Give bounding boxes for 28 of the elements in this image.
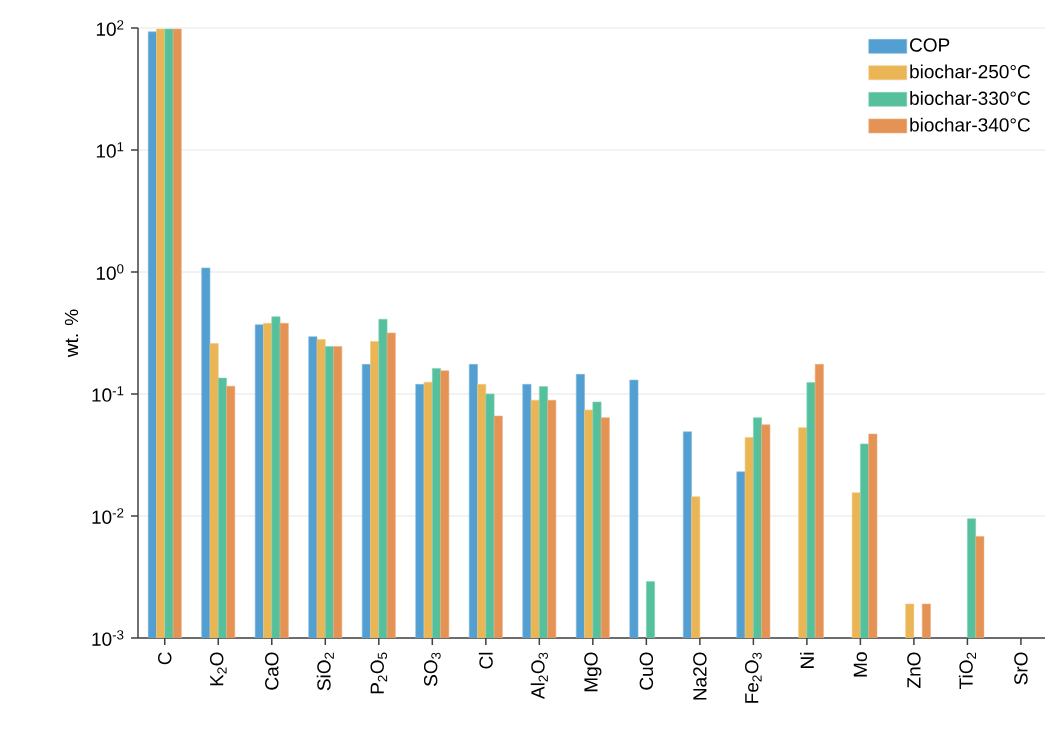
x-tick-label: CuO	[639, 652, 654, 690]
x-tick-label: Cl	[478, 652, 493, 669]
x-tick-label: ZnO	[907, 652, 921, 688]
y-tick-label: 10$^{-2}$	[92, 508, 124, 524]
x-tick-label: K$_{2}$O	[209, 652, 227, 686]
legend-label: COP	[910, 38, 950, 52]
x-tick-label: SiO$_{2}$	[316, 652, 334, 691]
y-axis-title: wt. %	[64, 309, 79, 358]
legend-label: biochar-250°C	[910, 64, 1030, 79]
x-tick-label: Na2O	[693, 652, 707, 700]
y-tick-label: 10$^{1}$	[96, 142, 124, 158]
x-tick-label: SO$_{3}$	[423, 652, 441, 687]
x-tick-label: MgO	[584, 652, 602, 692]
y-tick-label: 10$^{0}$	[96, 264, 124, 280]
legend-label: biochar-330°C	[910, 91, 1030, 105]
y-tick-label: 10$^{-3}$	[92, 630, 124, 646]
y-tick-label: 10$^{2}$	[96, 20, 124, 36]
x-tick-label: C	[158, 652, 172, 665]
x-tick-label: TiO$_{2}$	[958, 652, 976, 689]
x-tick-label: Mo	[853, 652, 868, 677]
legend-label: biochar-340°C	[910, 117, 1030, 132]
x-tick-label: CaO	[265, 652, 279, 690]
x-tick-label: P$_{2}$O$_{5}$	[370, 652, 388, 694]
y-tick-label: 10$^{-1}$	[92, 386, 124, 402]
x-tick-label: SrO	[1014, 652, 1028, 685]
x-tick-label: Al$_{2}$O$_{3}$	[530, 652, 548, 699]
x-tick-label: Fe$_{2}$O$_{3}$	[745, 652, 762, 703]
x-tick-label: Ni	[800, 652, 814, 668]
